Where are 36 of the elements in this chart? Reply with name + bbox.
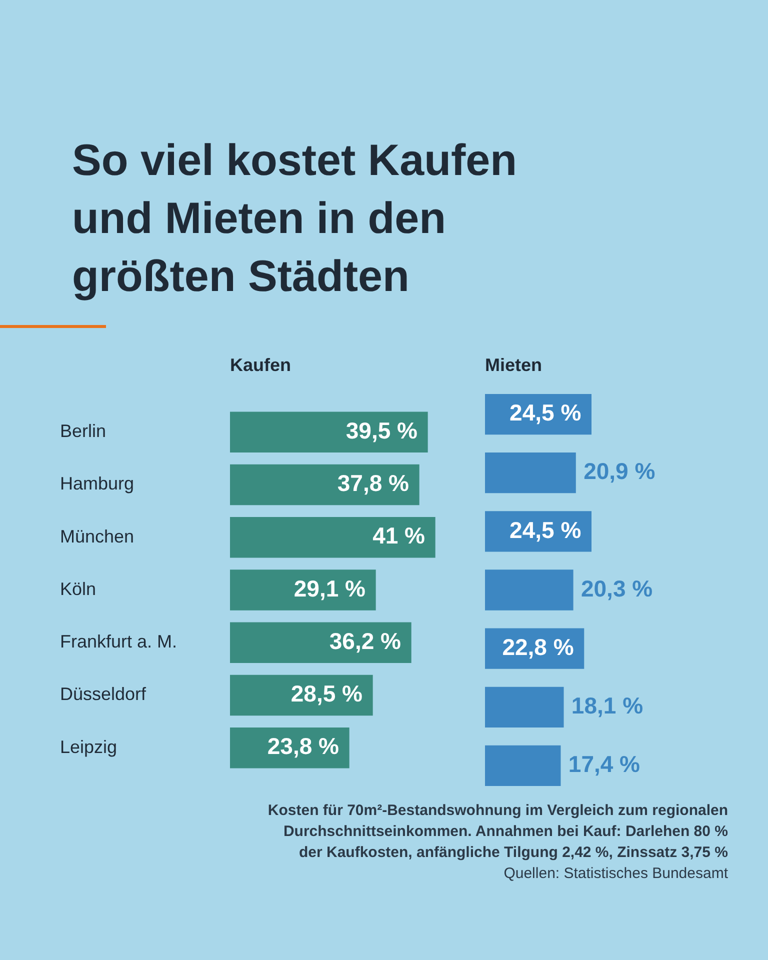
y-tick-label: Leipzig (60, 736, 118, 757)
data-label: 23,8 % (267, 733, 339, 760)
data-label: 24,5 % (510, 516, 582, 543)
y-tick-label: München (60, 526, 134, 546)
y-tick-label: Düsseldorf (60, 684, 148, 704)
bar (485, 745, 561, 786)
data-label: 18,1 % (571, 692, 644, 718)
data-label: 28,5 % (290, 680, 362, 707)
bar (230, 464, 420, 506)
data-label: 20,3 % (580, 575, 653, 602)
text: Kosten für 70m²-Bestandswohnung im Vergleich zum regionalen Durchschnittseinkommen. Annahmen bei Kauf: Darlehen 80 % der Kaufkosten, anfängliche Tilgung 2,42 %, Zinssatz 3,75 % (266, 801, 728, 863)
bar (485, 686, 564, 728)
text: So viel kostet Kaufen und Mieten in den größten Städten (72, 135, 518, 303)
data-label: 17,4 % (568, 751, 640, 778)
data-label: 20,9 % (584, 458, 656, 484)
bar (230, 622, 412, 663)
chart-title: Kaufen (229, 355, 292, 377)
bar (485, 452, 576, 494)
y-tick-label: Hamburg (60, 474, 134, 494)
y-tick-label: Berlin (60, 421, 106, 442)
data-label: 39,5 % (346, 417, 418, 444)
data-label: 24,5 % (510, 400, 582, 426)
data-label: 22,8 % (502, 634, 574, 660)
bar (230, 570, 376, 610)
source-note: Quellen: Statistisches Bundesamt (502, 864, 728, 884)
data-label: 41 % (372, 522, 425, 549)
bar (485, 570, 574, 610)
y-tick-label: Frankfurt a. M. (60, 632, 178, 652)
y-tick-label: Köln (60, 578, 96, 599)
data-label: 29,1 % (294, 575, 366, 602)
bar (230, 674, 373, 716)
data-label: 37,8 % (337, 470, 409, 496)
bar (230, 412, 428, 452)
bar (230, 517, 436, 558)
data-label: 36,2 % (329, 628, 401, 654)
chart-title: Mieten (485, 355, 544, 377)
